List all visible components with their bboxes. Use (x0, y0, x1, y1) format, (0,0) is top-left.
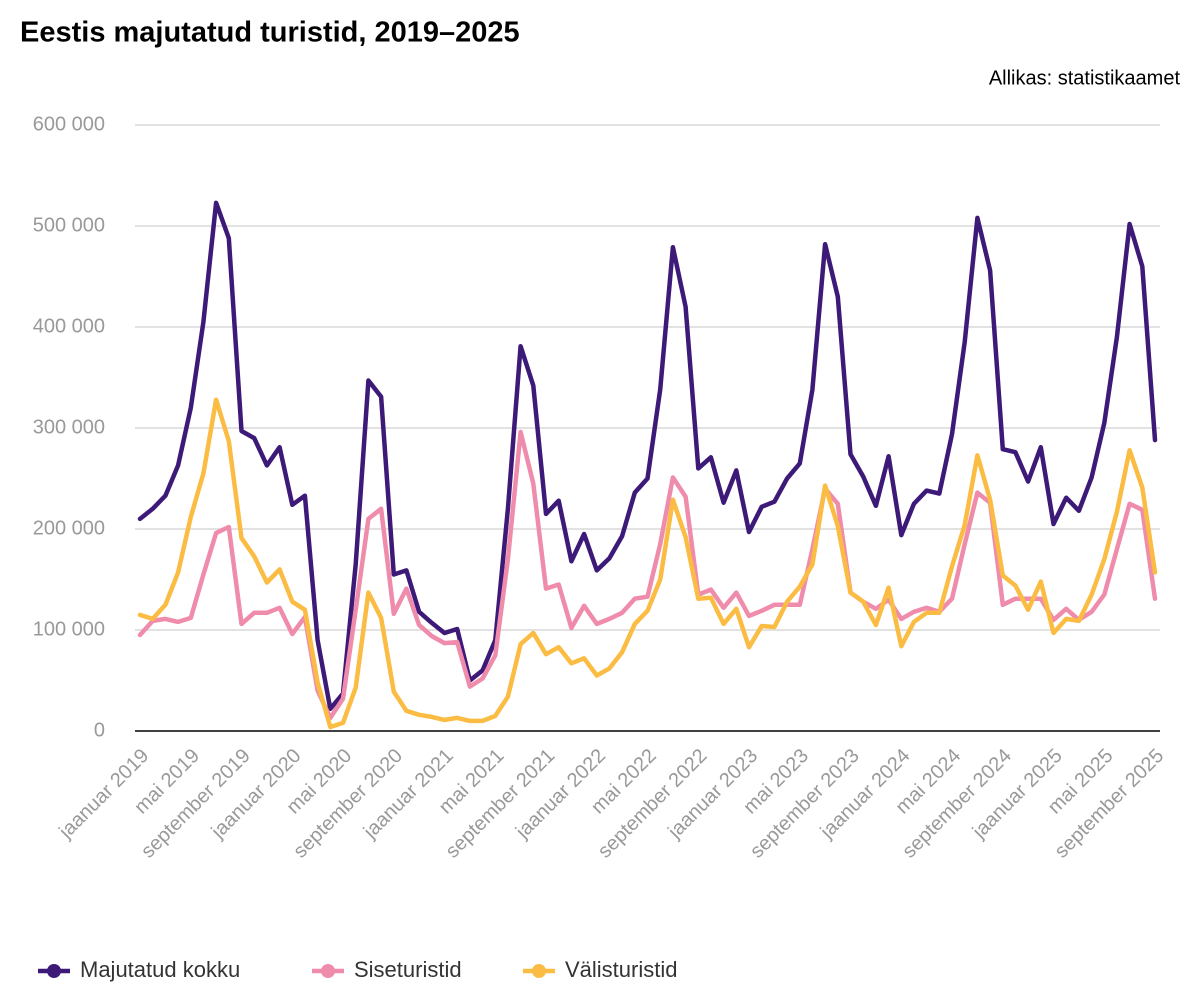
legend-label: Välisturistid (565, 957, 677, 982)
legend-item: Välisturistid (523, 957, 677, 982)
y-tick-label: 500 000 (33, 214, 105, 236)
legend-marker (532, 964, 546, 978)
legend-label: Siseturistid (354, 957, 462, 982)
series-line (137, 200, 1158, 712)
y-tick-label: 600 000 (33, 113, 105, 135)
y-tick-label: 200 000 (33, 517, 105, 539)
y-tick-label: 400 000 (33, 315, 105, 337)
y-tick-label: 100 000 (33, 618, 105, 640)
series-line (137, 397, 1158, 730)
chart-title: Eestis majutatud turistid, 2019–2025 (20, 17, 520, 49)
source: Allikas: statistikaamet (989, 67, 1181, 89)
legend-label: Majutatud kokku (80, 957, 240, 982)
legend-item: Majutatud kokku (38, 957, 240, 982)
y-tick-label: 300 000 (33, 416, 105, 438)
legend-marker (47, 964, 61, 978)
legend-item: Siseturistid (312, 957, 462, 982)
legend-marker (321, 964, 335, 978)
y-tick-label: 0 (94, 719, 105, 741)
